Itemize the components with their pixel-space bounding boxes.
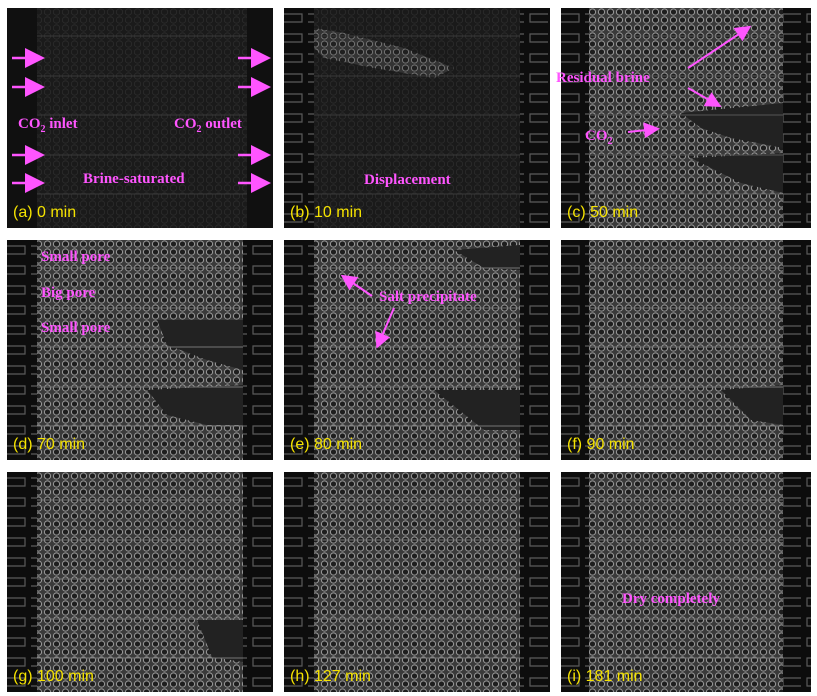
brine-saturated-label: Brine-saturated bbox=[83, 171, 185, 187]
micromodel-image bbox=[561, 240, 811, 460]
time-label: (a) 0 min bbox=[13, 204, 77, 221]
salt-precipitate-label: Salt precipitate bbox=[379, 289, 477, 305]
panel-e: (e) 80 min bbox=[284, 240, 550, 460]
time-label: (h) 127 min bbox=[290, 668, 371, 685]
panel-c: (c) 50 min bbox=[561, 8, 811, 228]
residual-brine-label: Residual brine bbox=[556, 70, 650, 86]
small-pore-top-label: Small pore bbox=[41, 249, 111, 265]
panel-i: (i) 181 min bbox=[561, 472, 811, 692]
displacement-label: Displacement bbox=[364, 172, 451, 188]
time-label: (b) 10 min bbox=[290, 204, 363, 221]
dry-completely-label: Dry completely bbox=[622, 591, 720, 607]
micromodel-image bbox=[561, 472, 811, 692]
micromodel-image bbox=[284, 8, 550, 228]
panel-d: (d) 70 min bbox=[7, 240, 273, 460]
co2-inlet-label: CO2 inlet bbox=[18, 116, 78, 135]
big-pore-label: Big pore bbox=[41, 285, 96, 301]
micromodel-image bbox=[284, 472, 550, 692]
time-label: (e) 80 min bbox=[290, 436, 363, 453]
panel-f: (f) 90 min bbox=[561, 240, 811, 460]
micromodel-image bbox=[7, 472, 273, 692]
panel-h: (h) 127 min bbox=[284, 472, 550, 692]
micromodel-image bbox=[7, 240, 273, 460]
micromodel-image bbox=[284, 240, 550, 460]
time-label: (f) 90 min bbox=[567, 436, 635, 453]
micromodel-image bbox=[7, 8, 273, 228]
co2-label: CO2 bbox=[585, 128, 613, 147]
time-label: (d) 70 min bbox=[13, 436, 86, 453]
small-pore-bottom-label: Small pore bbox=[41, 320, 111, 336]
panel-b: (b) 10 min bbox=[284, 8, 550, 228]
panel-g: (g) 100 min bbox=[7, 472, 273, 692]
time-label: (i) 181 min bbox=[567, 668, 643, 685]
panel-a: (a) 0 min bbox=[7, 8, 273, 228]
micromodel-image bbox=[561, 8, 811, 228]
time-label: (c) 50 min bbox=[567, 204, 639, 221]
co2-outlet-label: CO2 outlet bbox=[174, 116, 242, 135]
time-label: (g) 100 min bbox=[13, 668, 94, 685]
